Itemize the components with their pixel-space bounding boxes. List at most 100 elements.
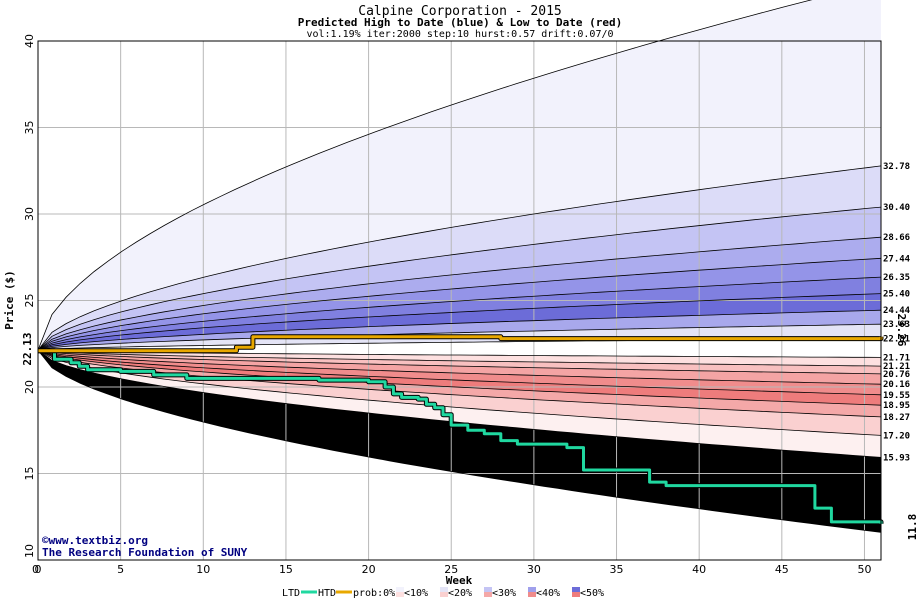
quantile-curve [37,349,882,458]
y-tick-label: 40 [23,34,36,48]
probability-band [38,258,881,351]
grid-lines [38,41,881,560]
legend-bin-label: <30% [492,588,516,599]
x-tick-label: 0 [32,563,39,576]
quantile-labels: 32.78 30.40 28.66 27.44 26.35 25.40 24.44 23.63… [883,162,911,464]
quantile-label: 24.44 [883,306,911,316]
quantile-label: 26.35 [883,273,910,283]
quantile-curve [37,349,882,396]
quantile-label: 23.63 [883,320,910,330]
x-tick-labels: 0 5 10 15 20 25 30 35 40 45 500 [32,563,871,576]
quantile-label: 19.55 [883,391,910,401]
quantile-curve [37,349,882,385]
x-tick-label: 0 [35,563,42,576]
quantile-curve [37,0,813,351]
probability-band [38,350,881,367]
x-tick-label: 15 [279,563,293,576]
legend-swatch-low [440,592,448,597]
quantile-curve [37,349,882,533]
legend-bin-label: <10% [404,588,428,599]
quantile-curve [37,309,882,351]
chart-title: Calpine Corporation - 2015 [358,4,562,19]
quantile-label: 30.40 [883,203,910,213]
legend-swatch-high [484,587,492,592]
y-tick-label: 20 [23,380,36,394]
legend-swatch-high [528,587,536,592]
y-tick-label: 25 [23,294,36,308]
legend-bin-label: <50% [580,588,604,599]
probability-band [38,338,881,358]
x-tick-label: 25 [444,563,458,576]
legend-prob-label: prob:0% [353,588,395,599]
x-tick-label: 20 [362,563,376,576]
x-tick-label: 30 [527,563,541,576]
chart-subtitle: Predicted High to Date (blue) & Low to D… [298,16,623,29]
quantile-curve [37,349,882,367]
plot-frame [37,40,882,561]
start-price-label: 22.13 [21,332,34,365]
htd-series-line [38,349,883,524]
quantile-curve [37,293,882,351]
legend-bin-label: <40% [536,588,560,599]
quantile-curve [37,349,882,406]
quantile-curve [37,276,882,351]
x-tick-label: 35 [610,563,624,576]
x-tick-label: 10 [196,563,210,576]
legend-bin-label: <20% [448,588,472,599]
probability-band [38,350,881,417]
y-axis-label: Price ($) [3,270,16,330]
last-ltd-label: 23.26 [895,313,908,346]
quantile-label: 15.93 [883,453,910,463]
y-tick-label: 30 [23,207,36,221]
legend-swatch-high [572,587,580,592]
quantile-label: 18.27 [883,413,910,423]
quantile-curve [37,236,882,351]
quantile-curve [37,349,882,436]
probability-band [38,350,881,436]
legend-swatch-low [528,592,536,597]
legend-ltd-label: LTD [282,588,300,599]
quantile-curve [37,323,882,351]
legend-swatch-high [440,587,448,592]
probability-band [38,165,881,351]
probability-band [38,277,881,351]
probability-band [38,0,881,351]
quantile-label: 18.95 [883,401,910,411]
probability-band [38,350,881,374]
probability-band [38,207,881,351]
probability-band [38,237,881,351]
probability-band [38,293,881,351]
ltd-series-line [38,335,883,353]
quantile-label: 32.78 [883,162,910,172]
x-tick-label: 5 [117,563,124,576]
quantile-label: 22.81 [883,334,910,344]
credit: ©www.textbiz.org The Research Foundation… [42,534,248,559]
quantile-label: 27.44 [883,254,911,264]
y-tick-label: 15 [23,467,36,481]
probability-band [38,350,881,385]
legend: LTD HTD prob:0% <10% <20% <30% <40% <50% [282,587,604,599]
x-axis-label: Week [446,574,473,587]
legend-swatch-low [396,592,404,597]
quantile-label: 20.76 [883,370,910,380]
credit-line-1: ©www.textbiz.org [42,534,148,547]
last-htd-label: 11.8 [906,514,919,541]
quantile-label: 17.20 [883,431,910,441]
probability-band [38,350,881,458]
quantile-label: 28.66 [883,233,910,243]
legend-htd-label: HTD [318,588,336,599]
quantile-label: 20.16 [883,380,910,390]
quantile-curve [37,206,882,351]
y-tick-labels: 15 20 25 30 35 40 10 [23,34,36,558]
x-tick-label: 40 [692,563,706,576]
chart-params: vol:1.19% iter:2000 step:10 hurst:0.57 d… [306,29,613,40]
legend-swatch-low [484,592,492,597]
y-tick-label: 35 [23,121,36,135]
probability-band [38,310,881,351]
probability-band [38,350,881,406]
quantile-curve [37,349,882,375]
quantile-label: 21.71 [883,353,910,363]
y-tick-label: 10 [23,544,36,558]
quantile-label: 21.21 [883,362,910,372]
